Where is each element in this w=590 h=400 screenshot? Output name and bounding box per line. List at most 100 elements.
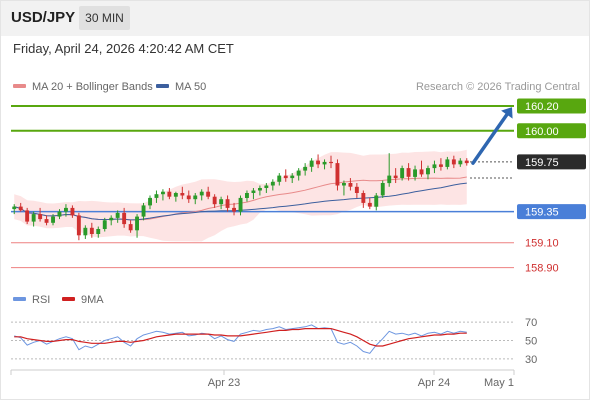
rsi-tick-label: 30 <box>525 354 537 366</box>
ma50-legend-swatch <box>156 84 169 88</box>
candle-body <box>296 170 301 176</box>
ma50-legend-label: MA 50 <box>175 81 206 93</box>
candle-body <box>413 169 417 177</box>
legend-main: MA 20 + Bollinger Bands MA 50 Research ©… <box>13 81 580 93</box>
candle-body <box>400 168 405 178</box>
candle-body <box>277 175 282 182</box>
price-level-badge <box>517 98 586 114</box>
candle-body <box>173 193 178 197</box>
rsi-legend-swatch <box>13 297 26 301</box>
candle-body <box>51 216 55 223</box>
candle-body <box>374 195 379 207</box>
candle-body <box>109 217 114 221</box>
candle-body <box>322 161 327 165</box>
candle-body <box>251 190 256 193</box>
candle-body <box>186 195 191 200</box>
candle-body <box>270 181 275 186</box>
candle-body <box>199 191 204 196</box>
candle-body <box>342 183 346 186</box>
candle-body <box>354 186 359 193</box>
candle-body <box>406 168 411 177</box>
candle-body <box>393 175 398 179</box>
candle-body <box>380 183 385 196</box>
candle-body <box>141 205 146 217</box>
candle-body <box>70 207 75 216</box>
candle-body <box>89 227 94 234</box>
candle-body <box>439 164 443 167</box>
candle-body <box>451 159 456 165</box>
rsi-pane: 70 50 30 <box>11 317 537 366</box>
candle-body <box>64 207 68 212</box>
candle-body <box>206 191 211 197</box>
candle-body <box>180 193 185 196</box>
candle-body <box>258 188 262 191</box>
candle-body <box>128 224 133 231</box>
candle-body <box>122 212 127 225</box>
candle-body <box>57 211 62 217</box>
candle-body <box>83 227 88 236</box>
timeframe-badge[interactable]: 30 MIN <box>79 6 130 30</box>
candle-body <box>238 197 243 212</box>
x-axis: Apr 23 Apr 24 May 1 <box>10 369 515 389</box>
ma9-legend-label: 9MA <box>81 294 104 306</box>
candle-body <box>445 159 450 167</box>
legend-rsi: RSI 9MA <box>13 294 104 306</box>
candle-body <box>419 169 424 175</box>
price-level-label: 159.75 <box>525 157 559 169</box>
candle-body <box>290 175 295 179</box>
candle-body <box>264 185 269 188</box>
x-tick-label: Apr 23 <box>208 377 240 389</box>
rsi-tick-label: 70 <box>525 317 537 329</box>
x-tick-label: Apr 24 <box>418 377 450 389</box>
ma20-legend-swatch <box>13 84 26 88</box>
candle-body <box>245 193 249 198</box>
candle-body <box>12 206 17 210</box>
candle-body <box>426 168 430 175</box>
candle-body <box>167 191 172 197</box>
price-level-label: 158.90 <box>525 263 559 275</box>
candle-body <box>212 196 217 205</box>
candle-body <box>96 229 101 234</box>
candle-body <box>154 194 159 198</box>
symbol-title: USD/JPY <box>11 9 76 26</box>
candle-body <box>161 191 165 195</box>
price-level-label: 159.10 <box>525 238 559 250</box>
candle-body <box>464 160 469 164</box>
timestamp: Friday, April 24, 2026 4:20:42 AM CET <box>13 41 234 56</box>
candle-body <box>44 219 49 223</box>
candle-body <box>219 199 224 205</box>
candle-body <box>38 214 43 220</box>
candle-body <box>31 214 36 222</box>
target-arrow-shaft <box>471 112 509 165</box>
rsi-line <box>14 324 467 354</box>
candle-body <box>193 195 198 200</box>
candle-body <box>367 202 372 207</box>
price-level-badge <box>517 204 586 220</box>
candle-body <box>225 199 230 208</box>
target-arrow-head <box>501 107 513 119</box>
ma20-legend-label: MA 20 + Bollinger Bands <box>32 81 153 93</box>
price-pane: 160.20 160.00 159.75 159.35 159.10 158.90 <box>11 98 586 275</box>
candle-body <box>148 197 152 206</box>
price-level-label: 160.00 <box>525 126 559 138</box>
candle-body <box>348 183 353 187</box>
candle-body <box>18 206 23 211</box>
candle-body <box>115 212 120 218</box>
candle-body <box>316 160 320 165</box>
candle-body <box>25 210 30 222</box>
candle-body <box>361 193 366 203</box>
candle-body <box>329 161 333 164</box>
candle-body <box>283 175 288 179</box>
ma9-legend-swatch <box>62 297 75 301</box>
x-tick-label: May 1 <box>484 377 514 389</box>
candle-body <box>232 207 236 212</box>
rsi-tick-label: 50 <box>525 336 537 348</box>
candle-body <box>387 175 392 184</box>
price-level-label: 160.20 <box>525 101 559 113</box>
candle-body <box>458 160 463 165</box>
candle-body <box>432 164 437 169</box>
candle-body <box>309 160 314 167</box>
candle-body <box>303 166 308 171</box>
credit-label: Research © 2026 Trading Central <box>416 81 580 93</box>
